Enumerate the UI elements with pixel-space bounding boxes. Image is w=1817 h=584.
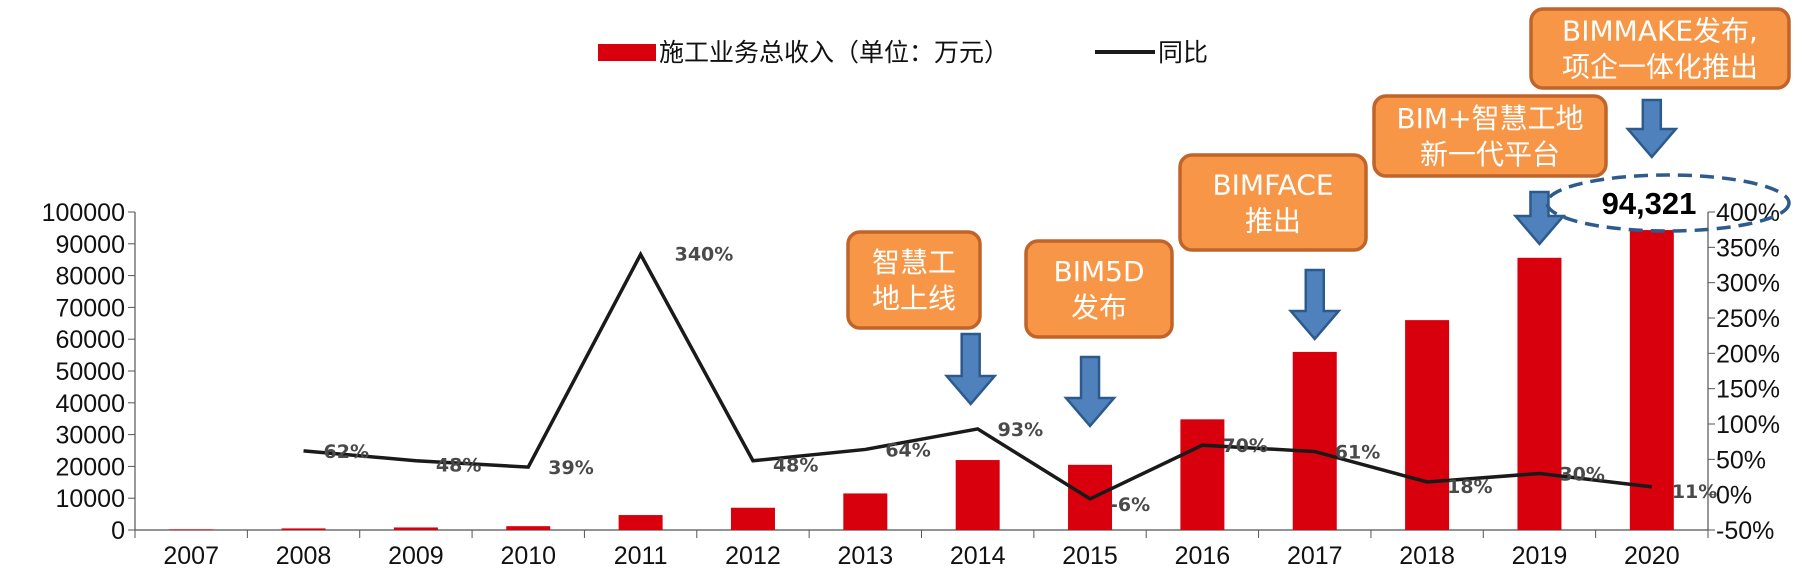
revenue-bar: [1405, 320, 1450, 530]
right-tick-label: 100%: [1716, 411, 1780, 439]
x-tick-label: 2008: [276, 542, 332, 570]
down-arrow-icon: [1625, 98, 1679, 159]
growth-data-label: 340%: [675, 243, 734, 265]
right-tick-label: 150%: [1716, 376, 1780, 404]
left-tick-label: 20000: [55, 453, 125, 481]
callout-text: 发布: [1071, 291, 1127, 324]
callout-box: [1178, 153, 1368, 252]
x-tick-label: 2009: [388, 542, 444, 570]
callout-text: 地上线: [872, 282, 956, 315]
down-arrow-icon: [1288, 268, 1342, 341]
growth-data-label: 61%: [1335, 442, 1380, 464]
down-arrow-icon: [1512, 190, 1567, 246]
left-tick-label: 90000: [55, 231, 125, 259]
callout-text: 新一代平台: [1420, 138, 1560, 171]
left-tick-label: 50000: [55, 358, 125, 386]
revenue-bar: [169, 529, 214, 531]
left-tick-label: 10000: [55, 485, 125, 513]
right-tick-label: 0%: [1716, 482, 1752, 510]
growth-data-label: 18%: [1447, 476, 1492, 498]
x-tick-label: 2013: [838, 542, 894, 570]
growth-data-label: 11%: [1672, 481, 1717, 503]
legend-bar-swatch: [598, 44, 656, 61]
axes: 0 10000 20000 30000 40000 50000 60000 70000 8000…: [42, 199, 1780, 570]
revenue-bar: [843, 493, 888, 530]
revenue-bar: [393, 527, 438, 530]
left-tick-label: 70000: [55, 294, 125, 322]
right-tick-label: 300%: [1716, 270, 1780, 298]
left-tick-label: 60000: [55, 326, 125, 354]
left-tick-label: 100000: [42, 199, 125, 227]
legend-bar-label: 施工业务总收入（单位：万元）: [659, 38, 1009, 67]
growth-data-label: 70%: [1222, 435, 1267, 457]
callout-box: [846, 230, 982, 330]
left-tick-label: 80000: [55, 263, 125, 291]
right-tick-label: 250%: [1716, 305, 1780, 333]
growth-data-label: 64%: [885, 439, 930, 461]
growth-data-label: 30%: [1559, 463, 1604, 485]
revenue-bar: [506, 526, 551, 530]
revenue-bar: [1629, 230, 1674, 531]
callout-text: 项企一体化推出: [1562, 51, 1758, 84]
growth-data-label: 62%: [324, 441, 369, 463]
left-tick-label: 0: [111, 517, 125, 545]
x-tick-label: 2011: [614, 542, 668, 570]
x-tick-label: 2020: [1624, 542, 1680, 570]
right-tick-label: -50%: [1716, 517, 1774, 545]
down-arrow-icon: [943, 332, 998, 406]
revenue-bar: [281, 528, 326, 530]
x-tick-label: 2018: [1399, 542, 1455, 570]
legend-line-label: 同比: [1158, 38, 1208, 67]
callout-2020: BIMMAKE发布,项企一体化推出: [1529, 7, 1791, 159]
legend: 施工业务总收入（单位：万元） 同比: [598, 38, 1208, 67]
x-tick-label: 2010: [500, 542, 556, 570]
callouts: 智慧工地上线BIM5D发布BIMFACE推出BIM+智慧工地新一代平台BIMMA…: [846, 7, 1791, 428]
callout-text: BIMMAKE发布,: [1562, 15, 1758, 48]
highlight-2020-value: 94,321: [1545, 173, 1791, 233]
revenue-bar: [730, 507, 775, 530]
callout-text: 智慧工: [872, 246, 956, 279]
x-tick-label: 2016: [1175, 542, 1231, 570]
down-arrow-icon: [1063, 355, 1117, 428]
highlight-value: 94,321: [1602, 186, 1697, 221]
callout-text: BIM+智慧工地: [1396, 102, 1583, 135]
x-tick-label: 2017: [1287, 542, 1343, 570]
left-tick-label: 40000: [55, 390, 125, 418]
callout-box: [1024, 239, 1174, 339]
left-tick-label: 30000: [55, 422, 125, 450]
growth-data-labels: 62% 48% 39% 340% 48% 64% 93% -6% 70% 61% 18% 30% 11%: [324, 243, 1718, 516]
revenue-bar: [1517, 257, 1562, 530]
highlight-ellipse: [1545, 173, 1791, 233]
callout-box: [1529, 7, 1791, 90]
x-tick-label: 2019: [1512, 542, 1568, 570]
x-tick-label: 2015: [1062, 542, 1118, 570]
revenue-bar: [618, 515, 663, 530]
callout-text: BIM5D: [1054, 255, 1145, 288]
growth-data-label: 48%: [436, 455, 481, 477]
x-tick-label: 2012: [725, 542, 781, 570]
revenue-bar: [1292, 351, 1337, 530]
right-tick-label: 350%: [1716, 234, 1780, 262]
callout-text: 推出: [1245, 205, 1301, 238]
growth-data-label: -6%: [1110, 494, 1150, 516]
bar-series: [169, 230, 1674, 531]
growth-data-label: 93%: [998, 419, 1043, 441]
growth-line: [303, 250, 1653, 501]
growth-data-label: 48%: [773, 455, 818, 477]
x-tick-label: 2014: [950, 542, 1006, 570]
growth-line-series: [303, 250, 1653, 501]
right-tick-label: 200%: [1716, 340, 1780, 368]
x-tick-label: 2007: [163, 542, 219, 570]
revenue-bar: [955, 460, 1000, 530]
callout-text: BIMFACE: [1212, 169, 1333, 202]
right-tick-label: 50%: [1716, 446, 1766, 474]
revenue-bar: [1180, 419, 1225, 530]
growth-data-label: 39%: [548, 457, 593, 479]
callout-box: [1372, 94, 1608, 178]
